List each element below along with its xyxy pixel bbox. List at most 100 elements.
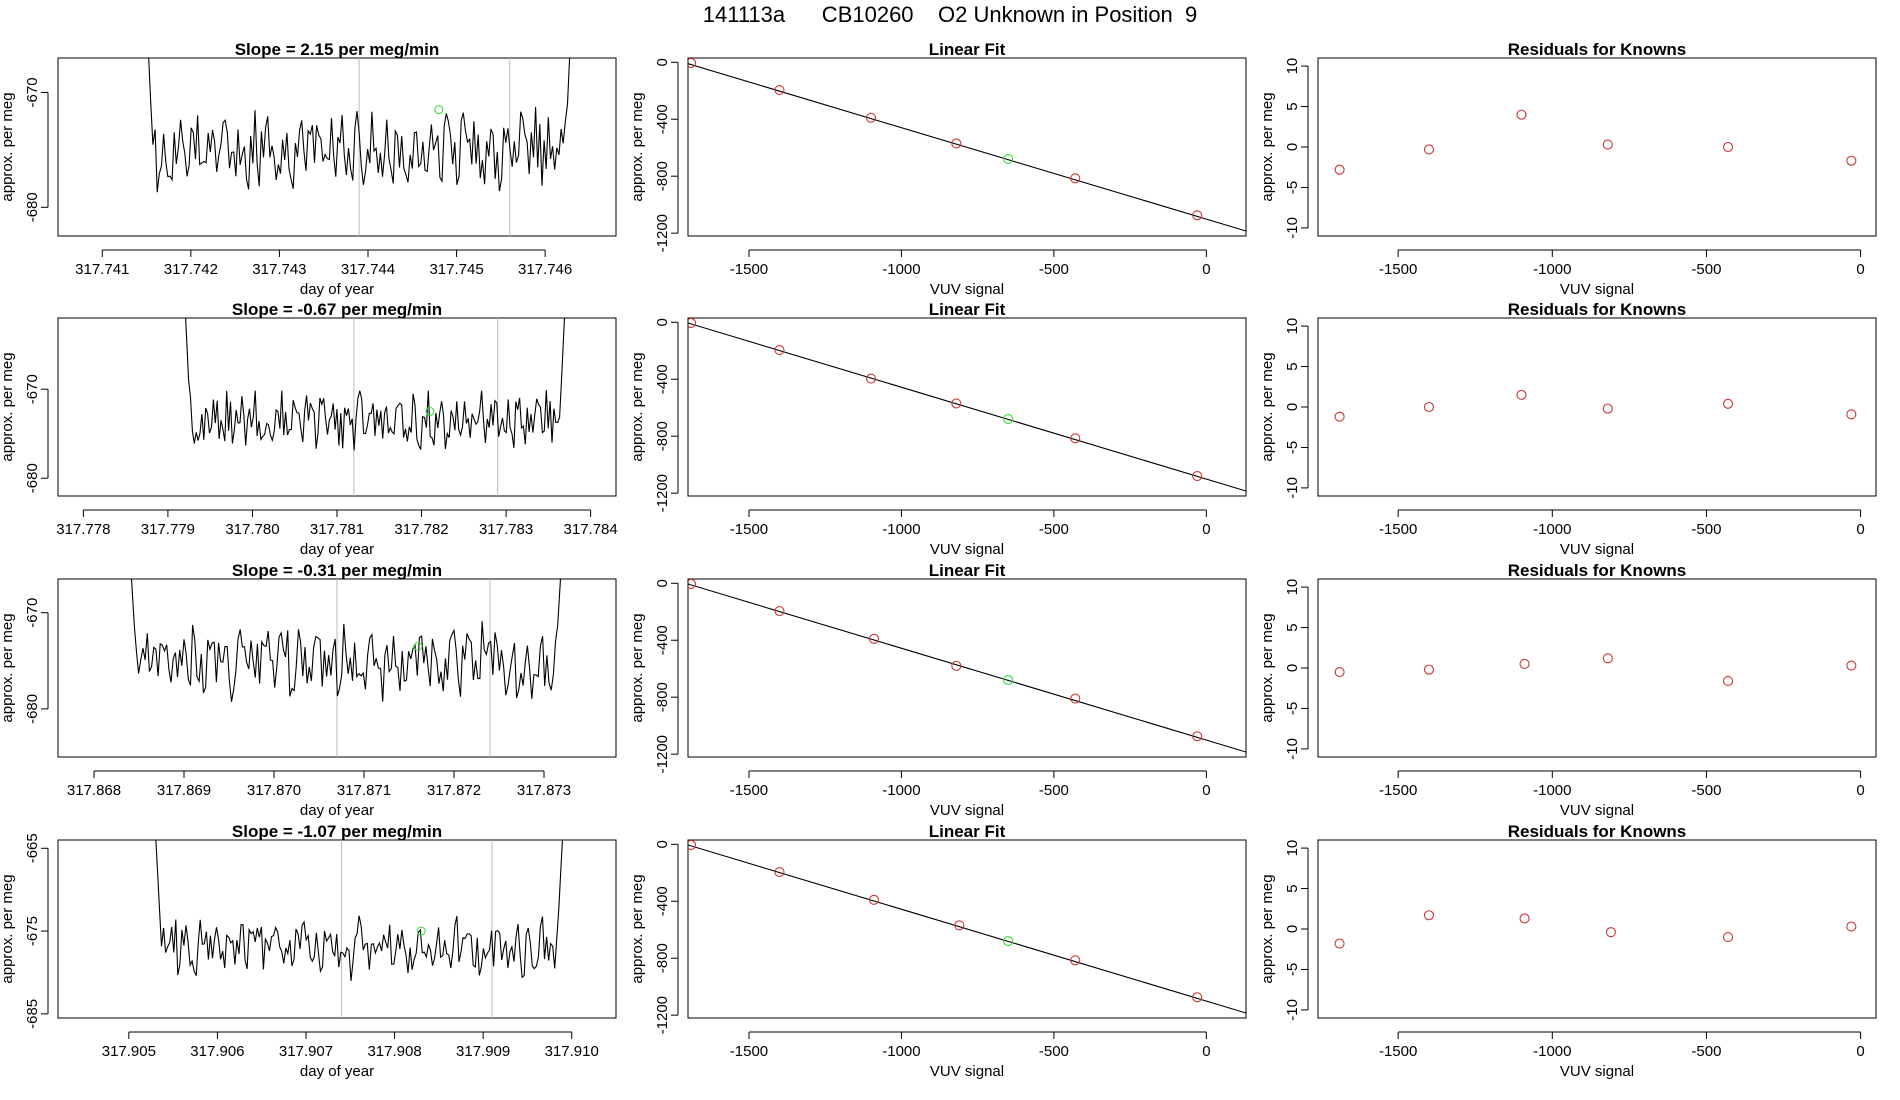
y-tick-label: 0 <box>654 58 671 66</box>
plot-area <box>1334 653 1857 686</box>
y-tick-label: -400 <box>654 104 671 134</box>
chart-0: Slope = 2.15 per meg/min 317.741 317.742 31… <box>0 40 617 298</box>
y-tick-label: -670 <box>24 374 41 404</box>
x-tick-label: 0 <box>1202 261 1210 278</box>
x-tick-label: 0 <box>1202 1043 1210 1060</box>
x-tick-label: -1000 <box>1533 782 1571 799</box>
plot-area <box>130 579 562 757</box>
y-tick-label: -1200 <box>654 996 671 1034</box>
x-tick-label: 317.871 <box>337 782 391 799</box>
y-tick-label: -5 <box>1284 181 1301 194</box>
x-axis-label: VUV signal <box>1560 802 1634 819</box>
x-tick-label: 317.906 <box>190 1043 244 1060</box>
fit-line <box>688 844 1246 1014</box>
x-axis-label: day of year <box>300 281 374 298</box>
known-point <box>1423 910 1435 921</box>
chart-11: Residuals for Knowns -1500 -1000 -500 0 VUV s… <box>1259 822 1877 1080</box>
y-tick-label: 5 <box>1284 623 1301 631</box>
y-tick-label: 0 <box>654 318 671 326</box>
y-tick-label: 5 <box>1284 884 1301 892</box>
x-tick-label: -1500 <box>1379 782 1417 799</box>
y-tick-label: -800 <box>654 161 671 191</box>
chart-title: Slope = -1.07 per meg/min <box>232 822 442 841</box>
x-tick-label: 317.872 <box>427 782 481 799</box>
x-axis-label: VUV signal <box>1560 281 1634 298</box>
plot-frame <box>1317 839 1877 1019</box>
known-point <box>1192 731 1203 742</box>
plot-frame <box>1317 578 1877 758</box>
x-tick-label: 317.909 <box>456 1043 510 1060</box>
known-point <box>1722 675 1734 686</box>
chart-3: Slope = -0.67 per meg/min 317.778 317.779 3… <box>0 300 618 558</box>
unknown-point <box>416 926 426 936</box>
fit-line <box>688 63 1246 232</box>
y-tick-label: 0 <box>1284 403 1301 411</box>
y-tick-label: 0 <box>1284 925 1301 933</box>
y-tick-label: 0 <box>654 840 671 848</box>
plot-area <box>688 318 1246 492</box>
x-axis-label: VUV signal <box>1560 541 1634 558</box>
chart-8: Residuals for Knowns -1500 -1000 -500 0 VUV s… <box>1259 561 1877 819</box>
y-tick-label: -1200 <box>654 214 671 252</box>
y-tick-label: -1200 <box>654 735 671 773</box>
x-tick-label: -500 <box>1039 521 1069 538</box>
y-axis-label: approx. per meg <box>629 613 646 722</box>
x-tick-label: -1500 <box>730 521 768 538</box>
plot-area <box>1334 109 1857 175</box>
x-tick-label: 317.784 <box>564 521 618 538</box>
y-axis-label: approx. per meg <box>629 92 646 201</box>
x-tick-label: -500 <box>1039 261 1069 278</box>
known-point <box>1423 664 1435 675</box>
y-tick-label: -800 <box>654 421 671 451</box>
known-point <box>774 344 785 356</box>
known-point <box>868 894 880 905</box>
y-axis-label: approx. per meg <box>0 874 16 983</box>
known-point <box>1423 144 1435 155</box>
y-tick-label: 10 <box>1284 840 1301 857</box>
unknown-point <box>434 105 444 115</box>
known-point <box>1070 693 1081 704</box>
known-point <box>688 840 697 851</box>
y-tick-label: -5 <box>1284 963 1301 976</box>
y-tick-label: -685 <box>24 999 41 1029</box>
known-point <box>1423 401 1435 413</box>
known-point <box>688 318 697 329</box>
known-point <box>1846 921 1857 932</box>
x-axis-label: VUV signal <box>930 541 1004 558</box>
unknown-point <box>1003 675 1014 686</box>
y-axis-label: approx. per meg <box>629 874 646 983</box>
x-tick-label: -500 <box>1039 782 1069 799</box>
y-tick-label: 5 <box>1284 362 1301 370</box>
chart-9: Slope = -1.07 per meg/min 317.905 317.906 3… <box>0 822 617 1080</box>
y-tick-label: -665 <box>24 833 41 863</box>
known-point <box>774 84 785 96</box>
known-point <box>1602 653 1613 664</box>
known-point <box>1846 660 1857 671</box>
x-tick-label: 317.781 <box>310 521 364 538</box>
y-axis-label: approx. per meg <box>1259 874 1276 983</box>
y-tick-label: -680 <box>24 463 41 493</box>
y-tick-label: -5 <box>1284 702 1301 715</box>
x-tick-label: 0 <box>1856 1043 1864 1060</box>
x-tick-label: -1000 <box>1533 261 1571 278</box>
chart-title: Linear Fit <box>929 40 1006 59</box>
known-point <box>868 633 880 644</box>
chart-title: Residuals for Knowns <box>1508 561 1687 580</box>
signal-series-line <box>130 579 562 702</box>
chart-title: Linear Fit <box>929 561 1006 580</box>
x-tick-label: 317.779 <box>141 521 195 538</box>
y-tick-label: -400 <box>654 625 671 655</box>
x-tick-label: 317.782 <box>394 521 448 538</box>
chart-4: Linear Fit -1500 -1000 -500 0 VUV signal 0 -400… <box>629 300 1247 558</box>
known-point <box>1605 927 1616 938</box>
y-axis-label: approx. per meg <box>1259 92 1276 201</box>
x-tick-label: 317.910 <box>545 1043 599 1060</box>
known-point <box>1722 141 1734 153</box>
y-tick-label: -800 <box>654 682 671 712</box>
x-tick-label: -1000 <box>1533 1043 1571 1060</box>
x-tick-label: 0 <box>1856 782 1864 799</box>
x-tick-label: 317.873 <box>517 782 571 799</box>
x-tick-label: 317.869 <box>157 782 211 799</box>
x-tick-label: -1000 <box>882 261 920 278</box>
plot-area <box>688 840 1246 1014</box>
